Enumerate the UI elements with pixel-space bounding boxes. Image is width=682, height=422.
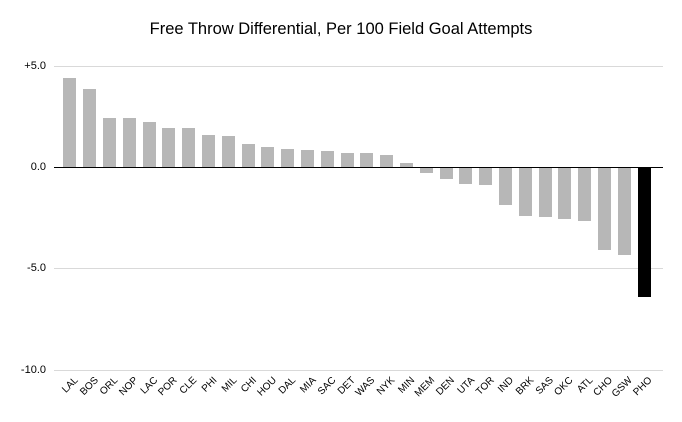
bar-slot-det (337, 66, 357, 370)
bar-por[interactable] (162, 127, 176, 168)
x-axis-tick-label-det: DET (335, 375, 358, 397)
zero-axis-line (54, 166, 663, 168)
x-axis-tick-label-ind: IND (496, 375, 517, 395)
x-axis-tick-label-sas: SAS (533, 375, 556, 397)
gridline (54, 65, 663, 67)
bar-slot-dal (278, 66, 298, 370)
bar-slot-chi (238, 66, 258, 370)
x-axis-tick-label-cho: CHO (591, 375, 616, 399)
bar-mem[interactable] (419, 167, 433, 174)
bar-slot-uta (456, 66, 476, 370)
bar-nyk[interactable] (380, 155, 394, 168)
bar-nop[interactable] (122, 117, 136, 168)
y-axis-tick-label: 0.0 (30, 160, 46, 173)
bar-slot-sas (535, 66, 555, 370)
x-axis-tick-label-lac: LAC (138, 375, 160, 397)
bar-slot-lal (60, 66, 80, 370)
bar-mil[interactable] (221, 135, 235, 168)
bar-slot-bos (80, 66, 100, 370)
bar-tor[interactable] (479, 167, 493, 185)
x-axis-tick-label-dal: DAL (276, 375, 299, 397)
bar-slot-brk (515, 66, 535, 370)
bar-sas[interactable] (538, 167, 552, 217)
bar-lal[interactable] (63, 78, 77, 168)
chart-title: Free Throw Differential, Per 100 Field G… (149, 20, 533, 38)
x-axis-tick-label-mil: MIL (219, 375, 240, 395)
x-axis-tick-label-gsw: GSW (610, 375, 636, 400)
bar-slot-pho (634, 66, 654, 370)
bar-orl[interactable] (102, 117, 116, 168)
bar-bos[interactable] (83, 89, 97, 168)
bar-slot-orl (100, 66, 120, 370)
x-axis-tick-label-den: DEN (434, 375, 457, 398)
bar-slot-cho (595, 66, 615, 370)
bar-slot-okc (555, 66, 575, 370)
gridline (54, 369, 663, 371)
bar-min[interactable] (399, 163, 413, 168)
bar-dal[interactable] (281, 149, 295, 168)
bar-slot-nop (119, 66, 139, 370)
bar-slot-atl (575, 66, 595, 370)
bar-slot-sac (317, 66, 337, 370)
x-axis-tick-label-phi: PHI (199, 375, 220, 395)
bar-chi[interactable] (241, 144, 255, 168)
bar-slot-lac (139, 66, 159, 370)
bar-okc[interactable] (558, 167, 572, 219)
x-axis-tick-label-brk: BRK (513, 375, 537, 398)
x-axis-tick-label-sac: SAC (315, 375, 339, 398)
x-axis-tick-label-lal: LAL (60, 375, 81, 396)
bar-slot-cle (179, 66, 199, 370)
x-axis-tick-label-tor: TOR (473, 375, 497, 398)
x-axis-tick-label-uta: UTA (455, 375, 477, 397)
bar-slot-por (159, 66, 179, 370)
bar-slot-den (436, 66, 456, 370)
bar-slot-mil (218, 66, 238, 370)
plot-area (54, 65, 663, 371)
x-axis-tick-label-was: WAS (354, 375, 378, 399)
bar-uta[interactable] (459, 167, 473, 184)
bar-brk[interactable] (518, 167, 532, 216)
bar-cle[interactable] (182, 127, 196, 168)
bar-sac[interactable] (320, 151, 334, 168)
bar-slot-was (357, 66, 377, 370)
bar-slot-mem (416, 66, 436, 370)
y-axis-tick-label: -10.0 (20, 363, 46, 376)
bar-lac[interactable] (142, 121, 156, 168)
bar-slot-phi (199, 66, 219, 370)
bar-mia[interactable] (300, 150, 314, 168)
bar-gsw[interactable] (617, 167, 631, 256)
y-axis-tick-label: -5.0 (27, 262, 46, 275)
x-axis-tick-label-mem: MEM (412, 375, 438, 400)
bar-det[interactable] (340, 153, 354, 168)
bar-slot-ind (496, 66, 516, 370)
x-axis-tick-label-cle: CLE (177, 375, 200, 397)
bar-slot-gsw (614, 66, 634, 370)
x-axis-tick-label-nyk: NYK (375, 375, 398, 398)
bar-hou[interactable] (261, 147, 275, 168)
x-axis-tick-label-bos: BOS (77, 375, 101, 398)
bar-cho[interactable] (597, 167, 611, 251)
bar-pho[interactable] (637, 167, 651, 298)
bar-slot-mia (298, 66, 318, 370)
bar-den[interactable] (439, 167, 453, 180)
bar-slot-min (397, 66, 417, 370)
x-axis-tick-label-hou: HOU (255, 375, 279, 399)
bar-ind[interactable] (498, 167, 512, 205)
x-axis-tick-label-por: POR (156, 375, 180, 399)
x-axis-tick-label-nop: NOP (116, 375, 141, 399)
bar-series (60, 66, 654, 370)
gridline (54, 268, 663, 270)
x-axis-tick-label-okc: OKC (552, 375, 576, 399)
bar-slot-nyk (377, 66, 397, 370)
bar-atl[interactable] (578, 167, 592, 222)
x-axis-tick-label-mia: MIA (297, 375, 319, 396)
bar-slot-hou (258, 66, 278, 370)
x-axis-tick-label-orl: ORL (97, 375, 121, 398)
bar-slot-tor (476, 66, 496, 370)
bar-was[interactable] (360, 153, 374, 168)
x-axis-tick-label-pho: PHO (631, 375, 655, 399)
bar-phi[interactable] (201, 134, 215, 168)
y-axis-tick-label: +5.0 (24, 59, 46, 72)
